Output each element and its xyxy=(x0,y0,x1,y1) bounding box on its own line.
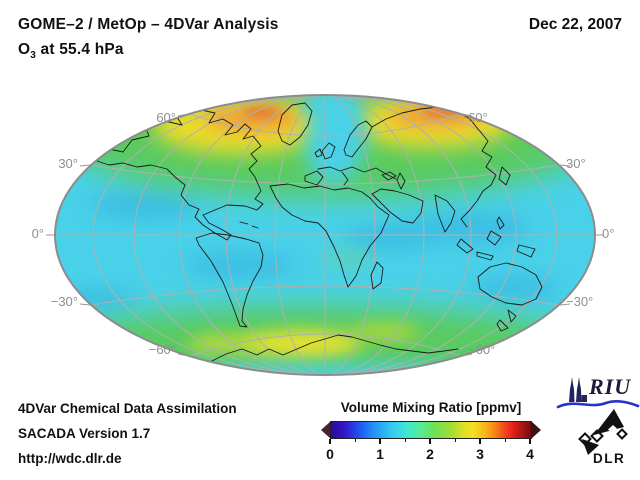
colorbar-label-4: 4 xyxy=(526,446,534,462)
plot-subtitle-species: O3 at 55.4 hPa xyxy=(18,41,124,61)
date-label: Dec 22, 2007 xyxy=(528,16,622,33)
colorbar-gradient xyxy=(330,421,532,439)
colorbar-tick-2 xyxy=(429,439,431,444)
lat-label-30s-right: −30° xyxy=(566,294,593,309)
colorbar-tick-1 xyxy=(379,439,381,444)
colorbar-label-0: 0 xyxy=(326,446,334,462)
dlr-logo: DLR xyxy=(577,406,629,470)
riu-wave-icon xyxy=(556,400,640,409)
colorbar-minor-tick xyxy=(505,439,506,442)
lat-label-0-left: 0° xyxy=(32,226,44,241)
lat-label-30s-left: −30° xyxy=(51,294,78,309)
plot-title: GOME–2 / MetOp – 4DVar Analysis xyxy=(18,16,279,33)
footer-line-url: http://wdc.dlr.de xyxy=(18,451,122,466)
colorbar-title: Volume Mixing Ratio [ppmv] xyxy=(340,400,522,415)
species-subscript: 3 xyxy=(30,50,37,62)
colorbar-label-2: 2 xyxy=(426,446,434,462)
colorbar-label-1: 1 xyxy=(376,446,384,462)
lat-label-0-right: 0° xyxy=(602,226,614,241)
lat-label-30n-right: 30° xyxy=(566,156,586,171)
species-level: at 55.4 hPa xyxy=(36,41,124,58)
projection-outline xyxy=(54,94,596,376)
dlr-emblem-icon xyxy=(578,409,628,455)
species-symbol: O xyxy=(18,41,31,58)
colorbar-minor-tick xyxy=(355,439,356,442)
latitude-ticks xyxy=(46,113,604,357)
dlr-logo-text: DLR xyxy=(593,451,626,466)
colorbar-minor-tick xyxy=(405,439,406,442)
lat-label-60n-right: 60° xyxy=(468,110,488,125)
colorbar-label-3: 3 xyxy=(476,446,484,462)
colorbar-minor-tick xyxy=(455,439,456,442)
footer-line-version: SACADA Version 1.7 xyxy=(18,426,151,441)
colorbar-underflow-arrow xyxy=(321,421,331,439)
riu-cathedral-icon xyxy=(569,377,587,402)
riu-logo: RIU xyxy=(556,374,640,412)
colorbar-tick-3 xyxy=(479,439,481,444)
riu-logo-text: RIU xyxy=(589,374,632,399)
footer-line-assimilation: 4DVar Chemical Data Assimilation xyxy=(18,401,237,416)
lat-label-30n-left: 30° xyxy=(58,156,78,171)
latitude-labels: 60° 30° 0° −30° −60° 60° 30° 0° −30° −60… xyxy=(32,110,615,357)
lat-label-60s-left: −60° xyxy=(149,342,176,357)
colorbar-overflow-arrow xyxy=(531,421,541,439)
lat-label-60n-left: 60° xyxy=(156,110,176,125)
colorbar-tick-0 xyxy=(329,439,331,444)
colorbar-tick-4 xyxy=(529,439,531,444)
lat-label-60s-right: −60° xyxy=(468,342,495,357)
